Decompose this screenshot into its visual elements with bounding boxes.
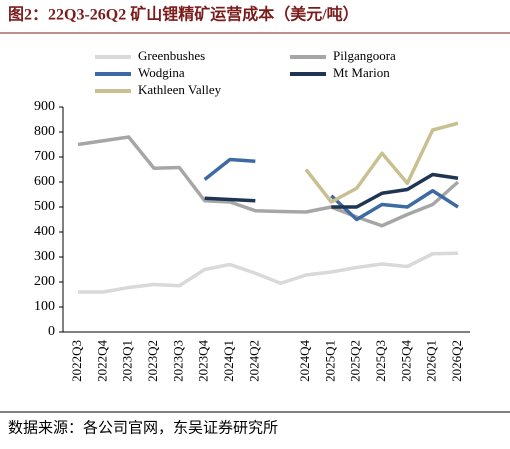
x-tick-label: 2023Q2 — [145, 340, 160, 382]
x-tick-label: 2024Q4 — [297, 340, 312, 382]
x-tick-label: 2023Q3 — [170, 340, 185, 382]
x-tick-label: 2023Q1 — [120, 340, 135, 382]
y-tick-label: 200 — [34, 274, 55, 289]
y-tick-label: 900 — [34, 99, 55, 114]
y-tick-label: 700 — [34, 149, 55, 164]
y-tick-label: 100 — [34, 299, 55, 314]
legend-label: Pilgangoora — [333, 48, 396, 63]
legend-label: Wodgina — [138, 65, 185, 80]
y-tick-label: 500 — [34, 199, 55, 214]
y-tick-label: 600 — [34, 174, 55, 189]
series-line — [204, 172, 459, 209]
x-tick-label: 2025Q2 — [348, 340, 363, 382]
x-tick-label: 2022Q4 — [94, 340, 109, 382]
x-tick-label: 2026Q2 — [449, 340, 464, 382]
series-line — [203, 157, 459, 222]
x-tick-label: 2025Q4 — [398, 340, 413, 382]
y-tick-label: 300 — [34, 249, 55, 264]
series-line — [78, 251, 459, 294]
x-tick-label: 2024Q1 — [221, 340, 236, 382]
x-tick-label: 2025Q1 — [322, 340, 337, 382]
x-tick-label: 2023Q4 — [196, 340, 211, 382]
legend-label: Greenbushes — [138, 48, 205, 63]
x-tick-label: 2022Q3 — [69, 340, 84, 382]
legend-label: Mt Marion — [333, 65, 390, 80]
y-tick-label: 0 — [48, 324, 55, 339]
series-line — [304, 121, 459, 204]
x-tick-label: 2025Q3 — [373, 340, 388, 382]
series-line — [77, 135, 460, 228]
y-tick-label: 800 — [34, 124, 55, 139]
x-tick-label: 2024Q2 — [246, 340, 261, 382]
x-tick-label: 2026Q1 — [424, 340, 439, 382]
legend-label: Kathleen Valley — [138, 82, 222, 97]
y-tick-label: 400 — [34, 224, 55, 239]
chart-title: 图2：22Q3-26Q2 矿山锂精矿运营成本（美元/吨） — [8, 5, 359, 24]
source-note: 数据来源：各公司官网，东吴证券研究所 — [8, 419, 278, 436]
